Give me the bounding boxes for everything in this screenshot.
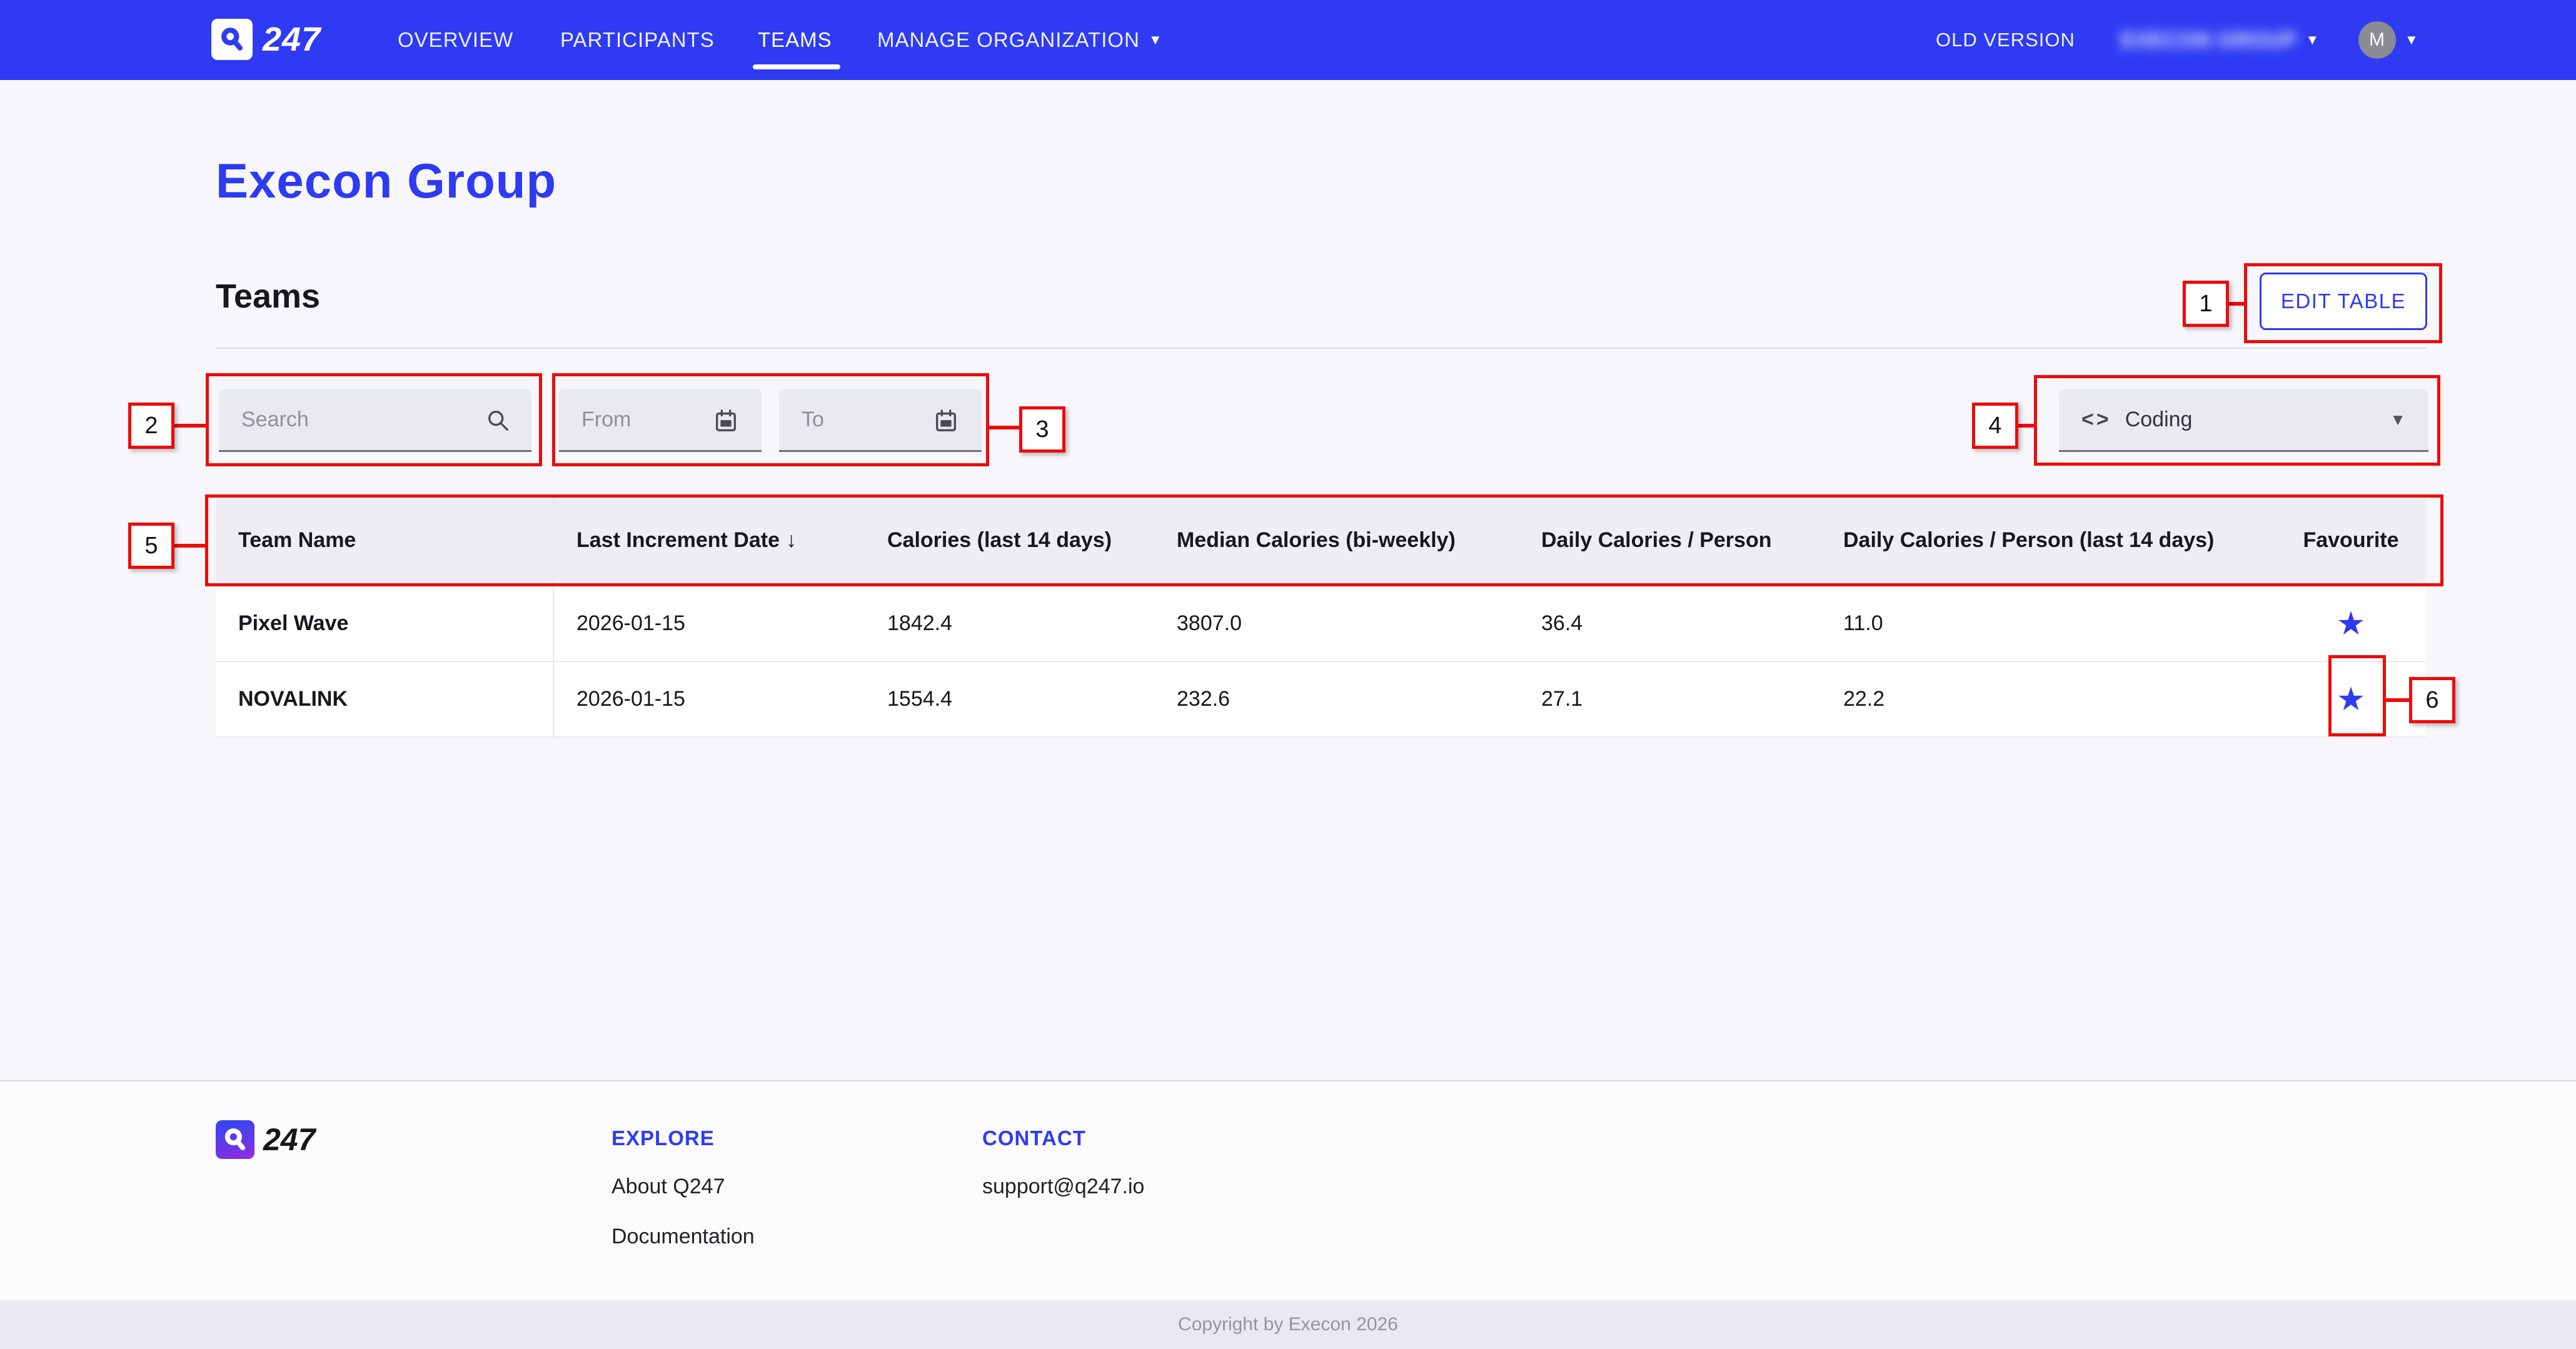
column-header-label: Calories (last 14 days) bbox=[887, 528, 1112, 552]
footer-contact-email[interactable]: support@q247.io bbox=[982, 1175, 1145, 1198]
nav-item-teams[interactable]: TEAMS bbox=[758, 0, 832, 80]
old-version-label: OLD VERSION bbox=[1936, 29, 2075, 51]
page-title: Execon Group bbox=[216, 153, 557, 208]
annotation-label-5: 5 bbox=[128, 523, 174, 569]
annotation-label-2: 2 bbox=[128, 403, 174, 449]
top-nav-bar: 247 OVERVIEW PARTICIPANTS TEAMS MANAGE O… bbox=[0, 0, 2576, 80]
category-select[interactable]: <> Coding ▼ bbox=[2059, 389, 2428, 452]
team-name: NOVALINK bbox=[238, 687, 348, 711]
organization-name-blurred: EXECON GROUP bbox=[2121, 28, 2297, 51]
chevron-down-icon: ▼ bbox=[1148, 32, 1163, 48]
user-menu[interactable]: M ▼ bbox=[2358, 0, 2419, 80]
nav-item-manage-organization[interactable]: MANAGE ORGANIZATION ▼ bbox=[877, 0, 1163, 80]
date-from-input[interactable] bbox=[559, 389, 762, 452]
daily-calories-person-cell: 36.4 bbox=[1541, 611, 1583, 635]
table-header-row: Team Name Last Increment Date ↓ Calories … bbox=[216, 494, 2426, 586]
logo-text: 247 bbox=[263, 21, 321, 58]
section-divider bbox=[216, 348, 2426, 349]
last-increment-date-cell: 2026-01-15 bbox=[576, 687, 685, 711]
code-brackets-icon: <> bbox=[2081, 407, 2111, 431]
table-row: Pixel Wave 2026-01-15 1842.4 3807.0 36.4… bbox=[216, 586, 2426, 662]
column-header-label: Daily Calories / Person (last 14 days) bbox=[1843, 528, 2215, 552]
column-header-favourite: Favourite bbox=[2276, 528, 2426, 553]
nav-item-teams-label: TEAMS bbox=[758, 28, 832, 51]
nav-item-manage-organization-label: MANAGE ORGANIZATION bbox=[877, 28, 1140, 51]
column-header-daily-calories-person[interactable]: Daily Calories / Person bbox=[1519, 528, 1821, 553]
favourite-star-icon[interactable]: ★ bbox=[2336, 605, 2366, 642]
median-calories-cell: 232.6 bbox=[1177, 687, 1230, 711]
teams-table: Team Name Last Increment Date ↓ Calories … bbox=[216, 494, 2426, 738]
column-header-calories-14d[interactable]: Calories (last 14 days) bbox=[865, 528, 1154, 553]
column-header-label: Last Increment Date bbox=[576, 528, 780, 552]
footer-logo[interactable]: 247 bbox=[216, 1120, 315, 1159]
footer-link-about[interactable]: About Q247 bbox=[611, 1175, 725, 1198]
column-header-daily-calories-person-14d[interactable]: Daily Calories / Person (last 14 days) bbox=[1821, 528, 2276, 553]
section-title: Teams bbox=[216, 278, 321, 315]
annotation-connector-5 bbox=[173, 544, 207, 548]
footer-link-documentation[interactable]: Documentation bbox=[611, 1225, 755, 1248]
annotation-connector-3 bbox=[988, 426, 1020, 429]
last-increment-date-cell: 2026-01-15 bbox=[576, 611, 685, 635]
daily-calories-person-cell: 27.1 bbox=[1541, 687, 1583, 711]
old-version-link[interactable]: OLD VERSION bbox=[1936, 0, 2075, 80]
search-input[interactable] bbox=[219, 389, 531, 452]
organization-menu[interactable]: EXECON GROUP ▼ bbox=[2121, 0, 2320, 80]
calories-14d-cell: 1554.4 bbox=[887, 687, 952, 711]
q247-logo-icon bbox=[211, 19, 253, 60]
app-logo[interactable]: 247 bbox=[211, 19, 321, 60]
team-name-cell[interactable]: NOVALINK bbox=[216, 662, 554, 736]
column-header-median-calories[interactable]: Median Calories (bi-weekly) bbox=[1154, 528, 1519, 553]
avatar-initial: M bbox=[2369, 29, 2385, 50]
favourite-cell: ★ bbox=[2276, 683, 2426, 716]
team-name-cell[interactable]: Pixel Wave bbox=[216, 586, 554, 661]
calories-14d-cell: 1842.4 bbox=[887, 611, 952, 635]
footer-explore-heading: EXPLORE bbox=[611, 1126, 715, 1150]
logo-text: 247 bbox=[263, 1122, 316, 1157]
q247-logo-icon bbox=[216, 1120, 254, 1159]
nav-item-participants[interactable]: PARTICIPANTS bbox=[560, 0, 715, 80]
sort-desc-icon: ↓ bbox=[786, 528, 797, 552]
chevron-down-icon: ▼ bbox=[2305, 32, 2320, 48]
footer: 247 EXPLORE About Q247 Documentation CON… bbox=[0, 1080, 2576, 1300]
team-name: Pixel Wave bbox=[238, 611, 349, 635]
edit-table-button[interactable]: EDIT TABLE bbox=[2260, 273, 2427, 330]
table-row: NOVALINK 2026-01-15 1554.4 232.6 27.1 22… bbox=[216, 662, 2426, 738]
favourite-cell: ★ bbox=[2276, 608, 2426, 640]
annotation-connector-1 bbox=[2227, 302, 2247, 306]
category-select-value: Coding bbox=[2125, 407, 2193, 431]
annotation-label-4: 4 bbox=[1972, 403, 2018, 449]
nav-item-participants-label: PARTICIPANTS bbox=[560, 28, 715, 51]
column-header-label: Daily Calories / Person bbox=[1541, 528, 1772, 552]
avatar: M bbox=[2358, 21, 2396, 59]
copyright-text: Copyright by Execon 2026 bbox=[1178, 1314, 1398, 1335]
active-tab-underline bbox=[753, 64, 840, 69]
chevron-down-icon: ▼ bbox=[2405, 32, 2419, 48]
annotation-label-3: 3 bbox=[1019, 406, 1065, 453]
footer-contact-heading: CONTACT bbox=[982, 1126, 1086, 1150]
median-calories-cell: 3807.0 bbox=[1177, 611, 1242, 635]
annotation-label-1: 1 bbox=[2183, 281, 2229, 327]
column-header-label: Favourite bbox=[2303, 528, 2399, 552]
daily-calories-person-14d-cell: 22.2 bbox=[1843, 687, 1885, 711]
column-header-label: Median Calories (bi-weekly) bbox=[1177, 528, 1456, 552]
copyright-bar: Copyright by Execon 2026 bbox=[0, 1300, 2576, 1349]
annotation-connector-2 bbox=[173, 424, 208, 428]
daily-calories-person-14d-cell: 11.0 bbox=[1843, 611, 1883, 635]
select-caret-icon: ▼ bbox=[2390, 409, 2406, 429]
nav-item-overview-label: OVERVIEW bbox=[398, 28, 514, 51]
favourite-star-icon[interactable]: ★ bbox=[2336, 681, 2366, 718]
column-header-label: Team Name bbox=[238, 528, 356, 552]
column-header-last-increment-date[interactable]: Last Increment Date ↓ bbox=[554, 528, 865, 553]
date-to-input[interactable] bbox=[779, 389, 982, 452]
annotation-connector-4 bbox=[2017, 424, 2036, 428]
nav-item-overview[interactable]: OVERVIEW bbox=[398, 0, 513, 80]
column-header-team-name[interactable]: Team Name bbox=[216, 494, 554, 586]
